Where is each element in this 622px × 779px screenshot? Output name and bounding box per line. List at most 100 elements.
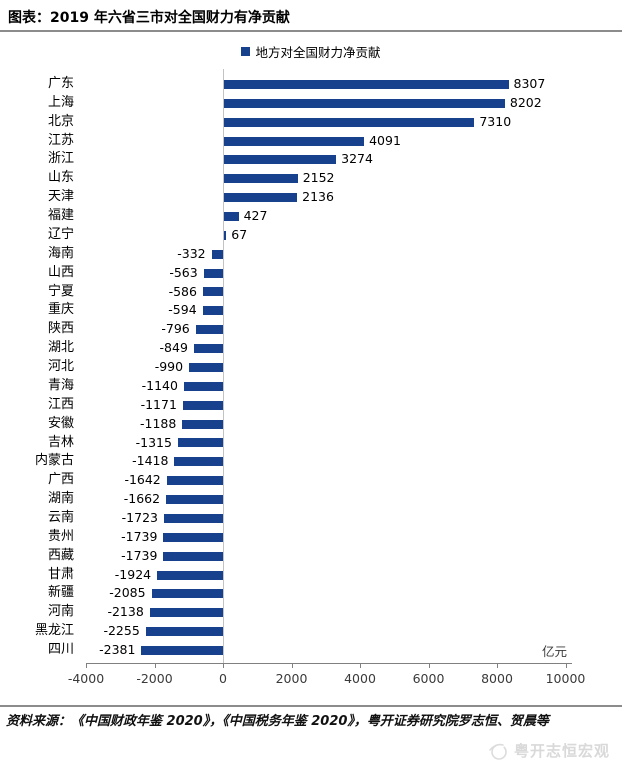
axis-tick-label: 4000 bbox=[344, 671, 376, 686]
category-label: 广东 bbox=[47, 76, 74, 91]
category-label: 山东 bbox=[47, 170, 74, 186]
axis-tick-label: 0 bbox=[219, 671, 227, 686]
chart-row: 福建 427 bbox=[0, 207, 622, 226]
value-label: -2255 bbox=[103, 623, 140, 639]
axis-tick-label: 8000 bbox=[481, 671, 513, 686]
data-bar bbox=[163, 532, 223, 542]
chart-row: 云南 -1723 bbox=[0, 509, 622, 528]
data-bar bbox=[163, 513, 223, 523]
chart-row: 江苏 4091 bbox=[0, 132, 622, 151]
chart-row: 浙江 3274 bbox=[0, 150, 622, 169]
chart-row: 山东 2152 bbox=[0, 169, 622, 188]
value-label: -2138 bbox=[107, 604, 144, 620]
value-label: 67 bbox=[231, 226, 248, 242]
category-label: 天津 bbox=[47, 189, 74, 205]
axis-tick-label: 2000 bbox=[275, 671, 308, 686]
category-label: 辽宁 bbox=[47, 226, 74, 242]
value-label: -1924 bbox=[114, 566, 152, 582]
category-label: 云南 bbox=[47, 510, 74, 525]
chart-row: 重庆 -594 bbox=[0, 301, 622, 320]
data-bar bbox=[211, 249, 223, 259]
category-label: 陕西 bbox=[47, 321, 74, 337]
value-label: 7310 bbox=[479, 113, 512, 129]
data-bar bbox=[149, 608, 223, 618]
data-bar bbox=[202, 287, 223, 297]
value-label: 2136 bbox=[302, 189, 334, 205]
axis-tick-label: -2000 bbox=[136, 671, 173, 686]
category-label: 吉林 bbox=[47, 434, 74, 450]
legend-swatch-icon bbox=[241, 47, 251, 56]
data-bar bbox=[224, 193, 298, 203]
category-label: 湖北 bbox=[47, 340, 74, 356]
value-label: -1171 bbox=[140, 396, 177, 412]
chart-row: 新疆 -2085 bbox=[0, 584, 622, 603]
value-label: -1642 bbox=[124, 472, 161, 488]
chart-row: 四川 -2381 bbox=[0, 641, 622, 660]
axis-tick bbox=[86, 663, 87, 668]
chart-row: 宁夏 -586 bbox=[0, 283, 622, 302]
data-bar bbox=[224, 174, 298, 184]
value-label: -332 bbox=[177, 245, 206, 261]
data-bar bbox=[193, 344, 223, 354]
axis-tick bbox=[291, 663, 293, 668]
title-divider bbox=[0, 30, 622, 32]
value-label: -849 bbox=[159, 340, 188, 356]
value-label: -2085 bbox=[109, 585, 146, 601]
category-label: 新疆 bbox=[47, 585, 74, 601]
category-label: 湖南 bbox=[47, 491, 74, 507]
chart-row: 海南 -332 bbox=[0, 245, 622, 264]
data-bar bbox=[183, 381, 223, 391]
category-label: 江西 bbox=[47, 396, 74, 412]
axis-unit-label: 亿元 bbox=[541, 644, 567, 659]
value-label: 8307 bbox=[513, 76, 546, 91]
data-bar bbox=[224, 79, 509, 89]
data-bar bbox=[157, 570, 223, 580]
category-label: 青海 bbox=[47, 377, 74, 393]
value-label: -1723 bbox=[121, 510, 158, 525]
value-label: -1418 bbox=[132, 453, 169, 469]
data-bar bbox=[203, 268, 223, 278]
chart-row: 黑龙江 -2255 bbox=[0, 622, 622, 641]
data-bar bbox=[151, 589, 223, 599]
data-bar bbox=[202, 306, 223, 316]
value-label: -1188 bbox=[139, 415, 177, 431]
category-label: 安徽 bbox=[47, 415, 74, 431]
chart-row: 上海 8202 bbox=[0, 94, 622, 113]
page-title: 图表：2019 年六省三市对全国财力有净贡献 bbox=[8, 10, 290, 26]
axis-tick bbox=[154, 663, 156, 668]
data-bar bbox=[163, 551, 223, 561]
bar-chart: 广东 8307 上海 8202 北京 7310 江苏 4091 浙江 3274 山东 2152 天津 21… bbox=[0, 69, 622, 695]
data-bar bbox=[166, 495, 223, 505]
data-bar bbox=[141, 646, 223, 656]
data-bar bbox=[145, 627, 223, 637]
category-label: 山西 bbox=[47, 264, 74, 280]
category-label: 内蒙古 bbox=[34, 453, 74, 469]
chart-row: 吉林 -1315 bbox=[0, 434, 622, 453]
chart-row: 内蒙古 -1418 bbox=[0, 452, 622, 471]
value-label: -990 bbox=[154, 359, 184, 375]
category-label: 河南 bbox=[47, 604, 74, 620]
data-bar bbox=[224, 155, 337, 165]
chart-row: 湖北 -849 bbox=[0, 339, 622, 358]
chart-legend: 地方对全国财力净贡献 bbox=[0, 42, 622, 61]
chart-row: 陕西 -796 bbox=[0, 320, 622, 339]
category-label: 重庆 bbox=[47, 302, 74, 318]
data-bar bbox=[224, 230, 227, 240]
category-label: 北京 bbox=[47, 113, 74, 129]
category-label: 浙江 bbox=[47, 151, 74, 167]
legend-label: 地方对全国财力净贡献 bbox=[255, 45, 381, 60]
category-label: 海南 bbox=[47, 245, 74, 261]
category-label: 西藏 bbox=[47, 547, 74, 563]
category-label: 福建 bbox=[47, 208, 74, 224]
category-label: 上海 bbox=[47, 94, 74, 110]
chart-row: 天津 2136 bbox=[0, 188, 622, 207]
category-label: 甘肃 bbox=[47, 566, 74, 582]
value-label: -2381 bbox=[99, 642, 136, 658]
watermark: 粤开志恒宏观 bbox=[488, 740, 610, 761]
data-bar bbox=[224, 117, 475, 127]
chart-row: 广西 -1642 bbox=[0, 471, 622, 490]
data-bar bbox=[224, 212, 239, 221]
axis-tick-label: 10000 bbox=[545, 671, 586, 686]
brand-logo-icon bbox=[488, 741, 508, 761]
value-label: 8202 bbox=[509, 94, 542, 110]
